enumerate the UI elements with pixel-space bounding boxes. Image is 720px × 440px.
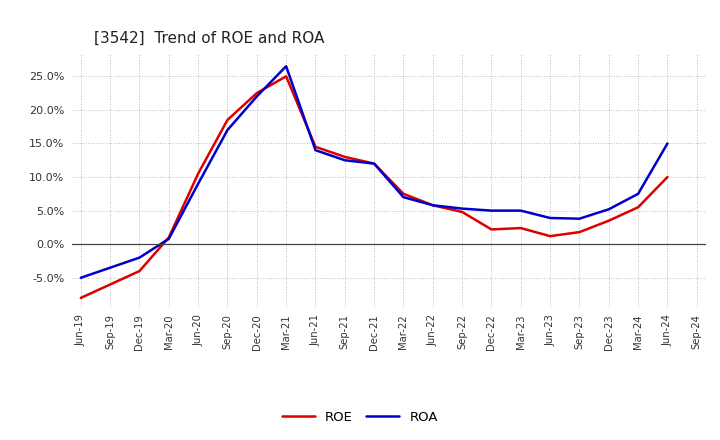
ROA (634, 191, 642, 197)
ROE (194, 171, 202, 176)
ROE (516, 225, 525, 231)
ROE (106, 282, 114, 287)
ROE (458, 209, 467, 215)
ROE (311, 144, 320, 150)
ROA (164, 236, 173, 242)
ROE (341, 154, 349, 160)
ROA (282, 64, 290, 69)
Text: [3542]  Trend of ROE and ROA: [3542] Trend of ROE and ROA (94, 31, 324, 46)
ROA (311, 147, 320, 153)
ROE (135, 268, 144, 274)
ROE (282, 73, 290, 79)
ROE (663, 174, 672, 180)
ROE (253, 91, 261, 96)
ROE (370, 161, 379, 166)
Line: ROE: ROE (81, 76, 667, 298)
ROA (106, 265, 114, 270)
ROA (135, 255, 144, 260)
ROA (663, 141, 672, 146)
ROA (428, 202, 437, 208)
ROE (605, 218, 613, 224)
ROA (487, 208, 496, 213)
Line: ROA: ROA (81, 66, 667, 278)
ROA (223, 128, 232, 133)
ROE (76, 295, 85, 301)
ROE (164, 235, 173, 240)
Legend: ROE, ROA: ROE, ROA (276, 405, 444, 429)
ROA (76, 275, 85, 280)
ROA (399, 194, 408, 200)
ROE (634, 205, 642, 210)
ROA (575, 216, 584, 221)
ROE (399, 191, 408, 197)
ROA (341, 158, 349, 163)
ROA (605, 207, 613, 212)
ROA (516, 208, 525, 213)
ROA (546, 215, 554, 220)
ROA (253, 94, 261, 99)
ROA (194, 181, 202, 187)
ROE (223, 117, 232, 123)
ROE (546, 234, 554, 239)
ROE (428, 202, 437, 208)
ROA (370, 161, 379, 166)
ROE (575, 230, 584, 235)
ROA (458, 206, 467, 211)
ROE (487, 227, 496, 232)
